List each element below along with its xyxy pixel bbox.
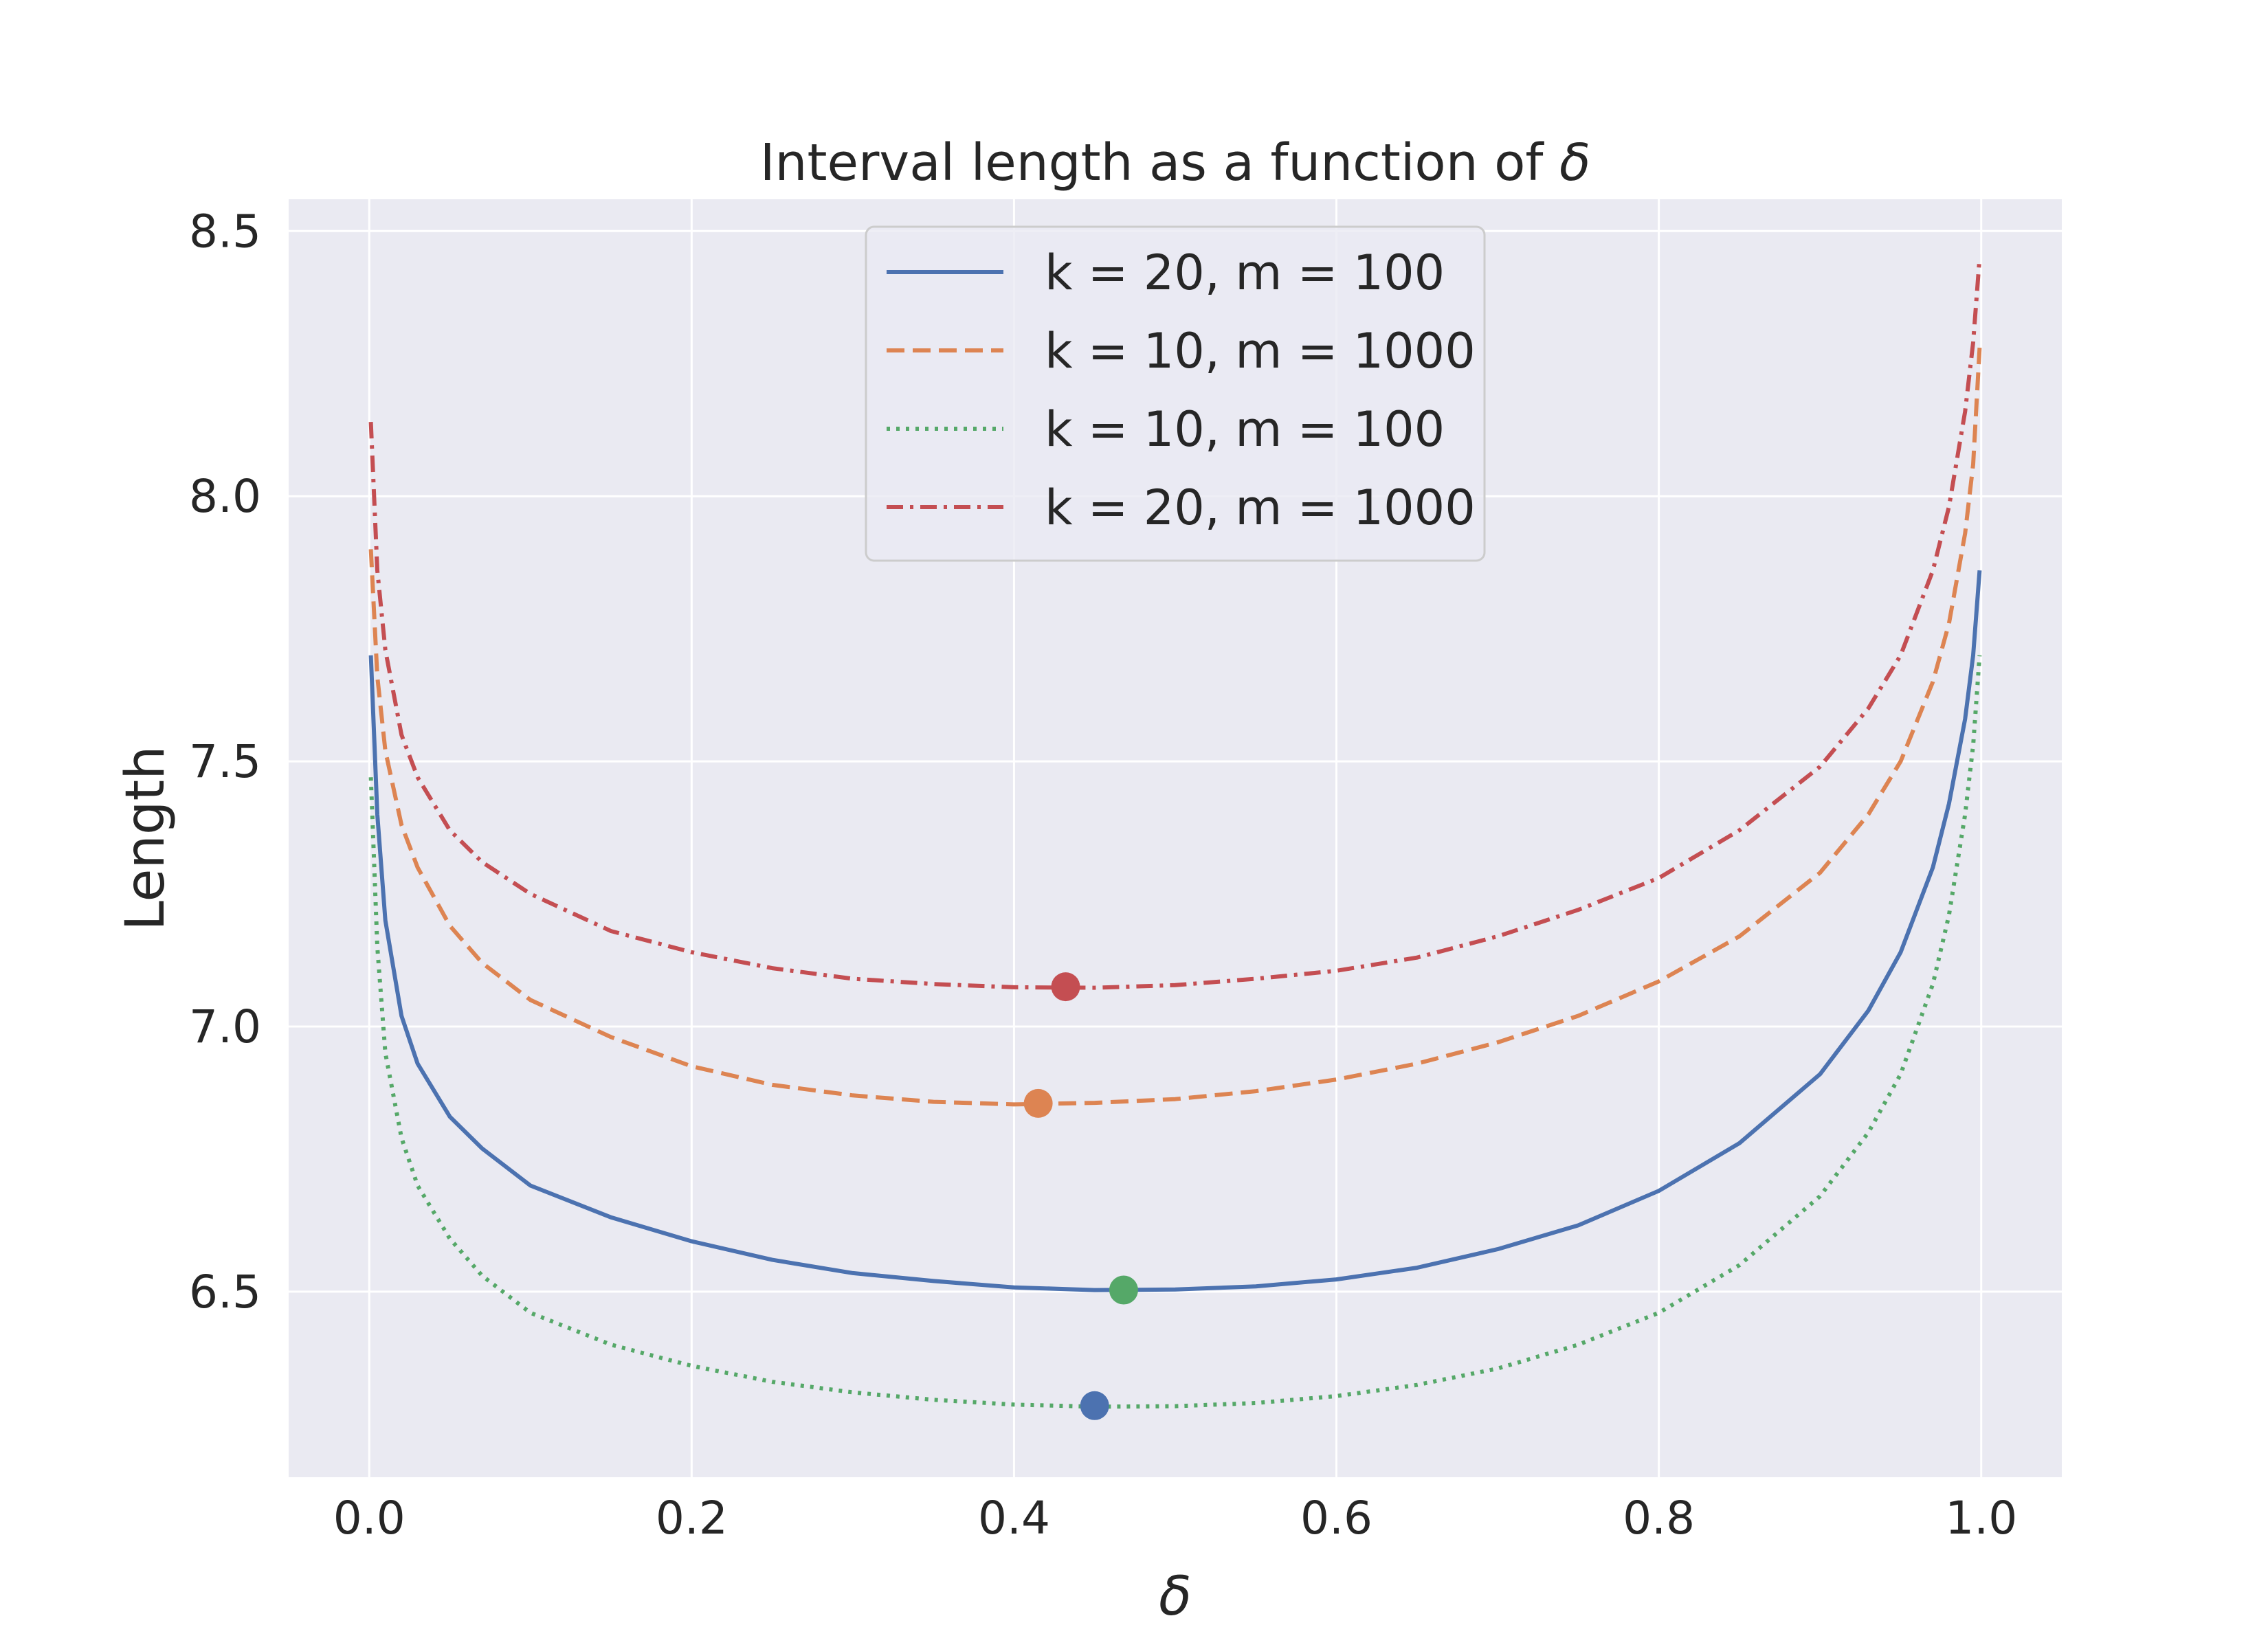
legend-label: k = 10, m = 100 bbox=[1045, 401, 1445, 458]
marker-group bbox=[1023, 972, 1138, 1420]
y-tick-label: 8.0 bbox=[189, 470, 261, 523]
marker-point bbox=[1023, 1088, 1053, 1118]
series-group bbox=[368, 257, 1982, 1409]
series-line bbox=[368, 655, 1982, 1409]
x-axis-ticks: 0.0 0.2 0.4 0.6 0.8 1.0 bbox=[333, 1492, 2017, 1545]
marker-point bbox=[1109, 1275, 1138, 1305]
legend-entries: k = 20, m = 100 k = 10, m = 1000 k = 10, m… bbox=[887, 245, 1476, 536]
series-line bbox=[368, 570, 1982, 1292]
x-tick-label: 0.8 bbox=[1623, 1492, 1695, 1545]
legend-frame bbox=[865, 225, 1486, 562]
chart-title-symbol: δ bbox=[1559, 133, 1590, 192]
x-tick-label: 0.4 bbox=[978, 1492, 1050, 1545]
y-axis-ticks: 6.5 7.0 7.5 8.0 8.5 bbox=[189, 205, 261, 1319]
x-axis-label: δ bbox=[1159, 1566, 1192, 1628]
y-tick-label: 6.5 bbox=[189, 1266, 261, 1319]
chart-title: Interval length as a function of δ bbox=[760, 133, 1591, 192]
legend-label: k = 10, m = 1000 bbox=[1045, 323, 1476, 379]
x-tick-label: 1.0 bbox=[1945, 1492, 2017, 1545]
x-tick-label: 0.2 bbox=[656, 1492, 728, 1545]
y-tick-label: 7.5 bbox=[189, 735, 261, 788]
x-tick-label: 0.0 bbox=[333, 1492, 405, 1545]
series-line bbox=[368, 347, 1982, 1107]
marker-point bbox=[1080, 1391, 1109, 1420]
marker-point bbox=[1051, 972, 1080, 1002]
y-axis-label: Length bbox=[115, 745, 177, 930]
chart-title-text: Interval length as a function of bbox=[760, 133, 1559, 192]
x-tick-label: 0.6 bbox=[1300, 1492, 1372, 1545]
series-line bbox=[368, 257, 1982, 990]
legend-label: k = 20, m = 1000 bbox=[1045, 480, 1476, 536]
legend-label: k = 20, m = 100 bbox=[1045, 245, 1445, 301]
y-tick-label: 7.0 bbox=[189, 1000, 261, 1053]
legend: k = 20, m = 100 k = 10, m = 1000 k = 10, m… bbox=[865, 225, 1486, 562]
y-tick-label: 8.5 bbox=[189, 205, 261, 258]
